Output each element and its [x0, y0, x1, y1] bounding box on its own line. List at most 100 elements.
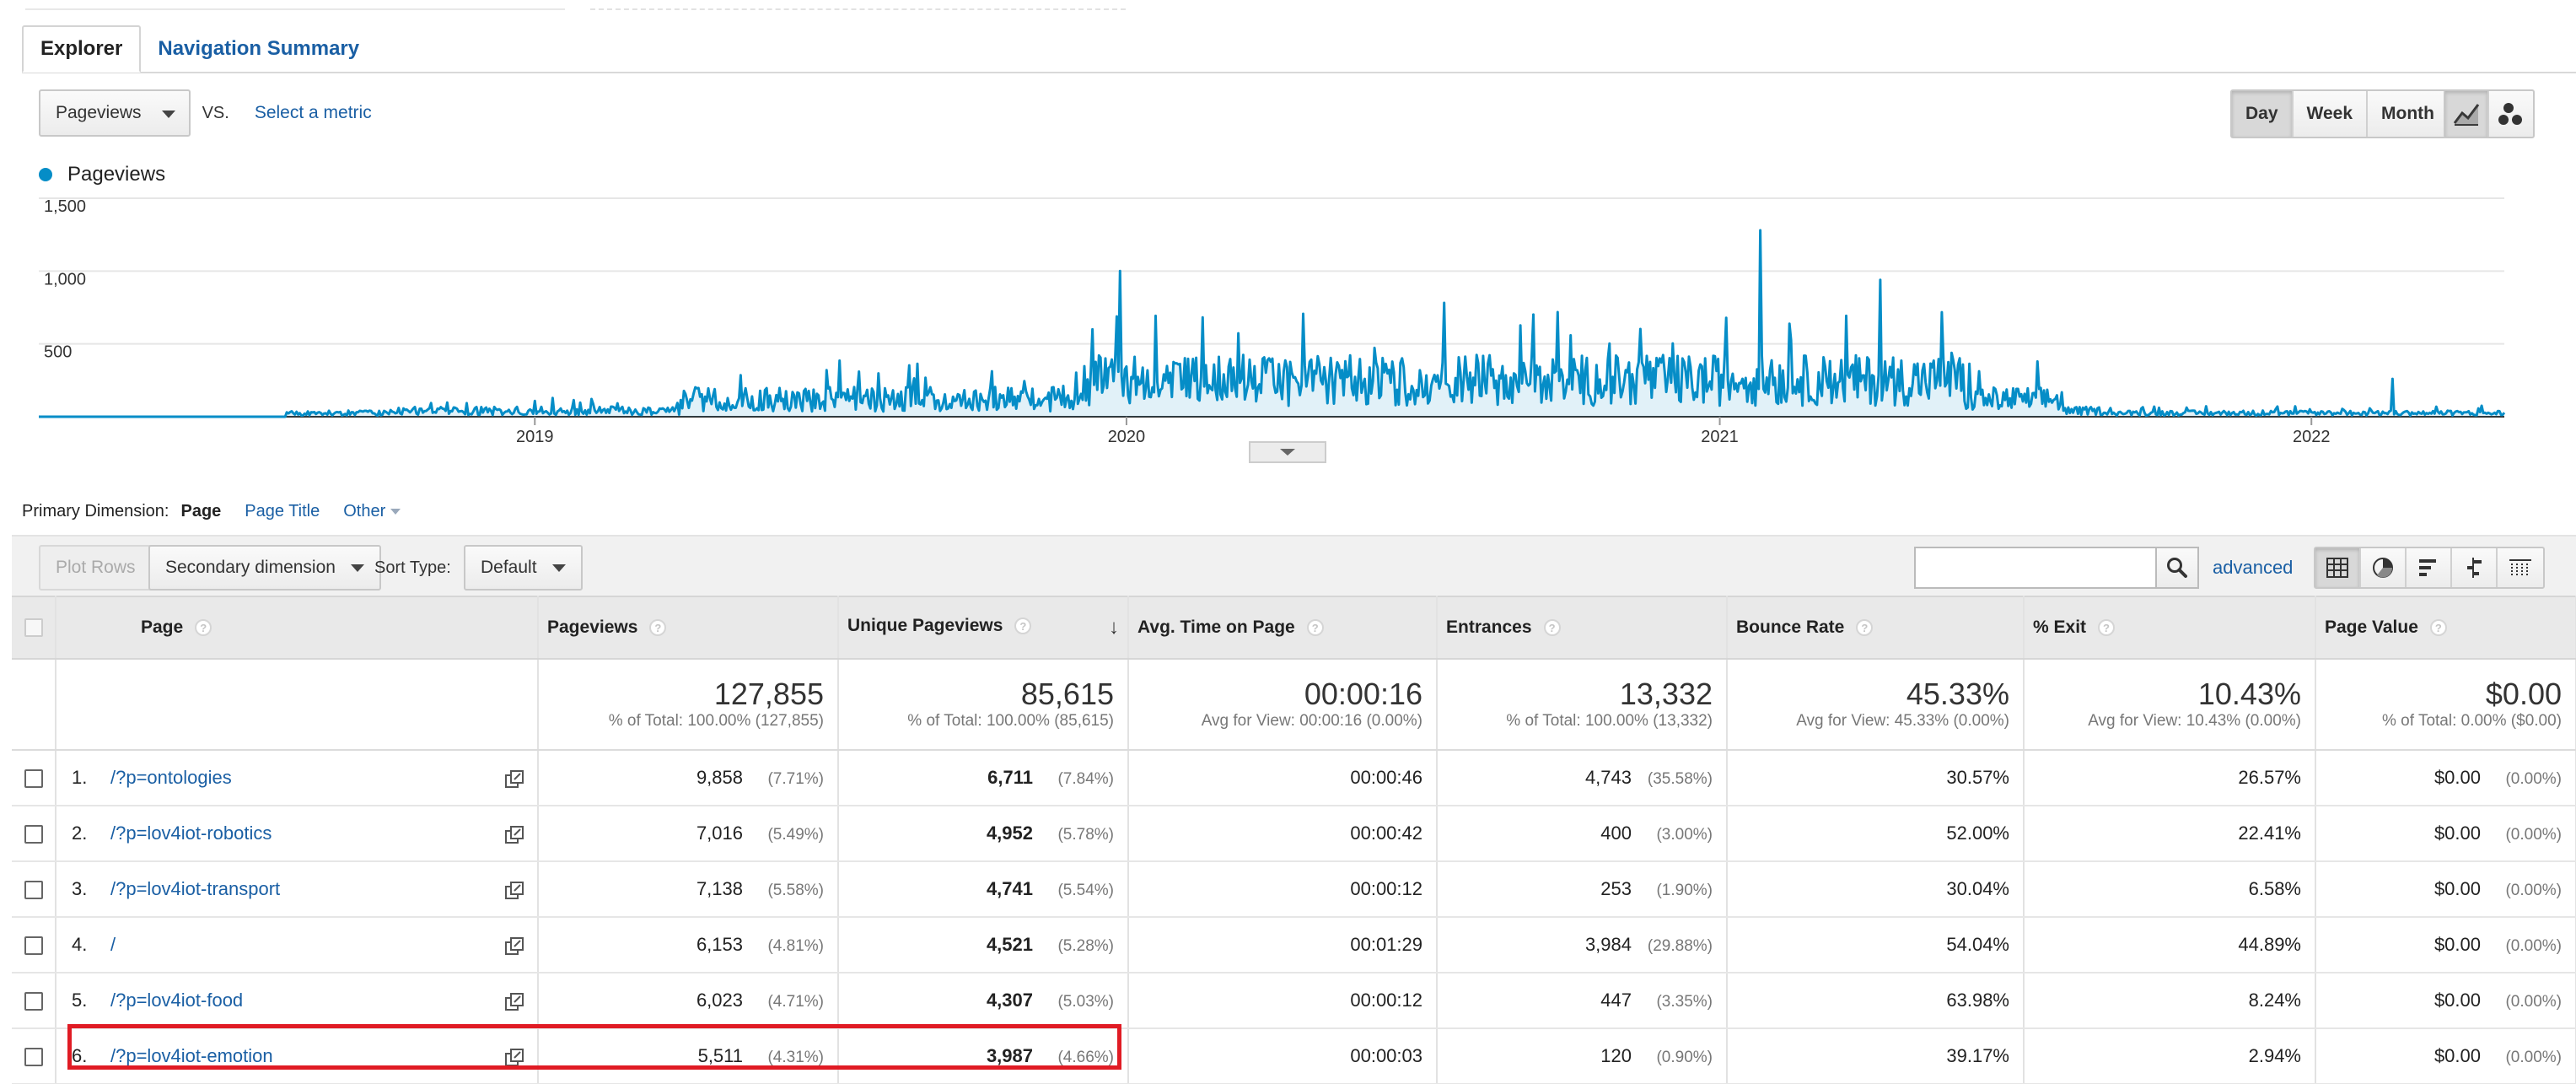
- unique-cell: 4,952 (5.78%): [838, 806, 1129, 862]
- value-cell: $0.00 (0.00%): [2315, 750, 2576, 806]
- open-external-icon[interactable]: [505, 882, 524, 900]
- row-checkbox[interactable]: [24, 825, 43, 844]
- primary-dimension-page[interactable]: Page: [180, 501, 222, 520]
- unique-cell: 3,987 (4.66%): [838, 1028, 1129, 1084]
- total-entrances: 13,332% of Total: 100.00% (13,332): [1437, 659, 1728, 751]
- y-tick-label: 500: [44, 343, 72, 362]
- top-divider: [0, 0, 2576, 13]
- open-external-icon[interactable]: [505, 770, 524, 789]
- entrances-value: 400: [1600, 822, 1632, 844]
- col-header-avg-time-label: Avg. Time on Page: [1137, 618, 1295, 637]
- row-number: 5.: [72, 990, 88, 1011]
- secondary-dimension-dropdown[interactable]: Secondary dimension: [148, 545, 381, 591]
- unique-pct: (5.28%): [1057, 937, 1114, 955]
- row-number: 2.: [72, 822, 88, 844]
- total-exit: 10.43% Avg for View: 10.43% (0.00%): [2024, 659, 2316, 751]
- series-line-pageviews: [39, 229, 2506, 418]
- comparison-view-button[interactable]: [2452, 548, 2498, 587]
- row-select-cell: [12, 806, 56, 862]
- help-icon[interactable]: ?: [2098, 619, 2116, 637]
- help-icon[interactable]: ?: [1856, 619, 1874, 637]
- entrances-value: 447: [1600, 990, 1632, 1011]
- col-header-avg-time-on-page[interactable]: Avg. Time on Page?: [1128, 596, 1438, 660]
- x-tick-label: 2019: [516, 428, 554, 446]
- value-value: $0.00: [2433, 1045, 2481, 1066]
- row-checkbox[interactable]: [24, 769, 43, 789]
- page-link[interactable]: /?p=lov4iot-robotics: [110, 822, 272, 844]
- col-header-bounce-rate[interactable]: Bounce Rate?: [1727, 596, 2025, 660]
- select-metric-link[interactable]: Select a metric: [254, 103, 372, 122]
- col-header-bounce-rate-label: Bounce Rate: [1736, 618, 1845, 637]
- unique-pct: (5.03%): [1057, 993, 1114, 1011]
- value-cell: $0.00 (0.00%): [2315, 861, 2576, 918]
- bar-view-button[interactable]: [2407, 548, 2452, 587]
- row-number: 1.: [72, 767, 88, 788]
- table-row: 4. / 6,153 (4.81%) 4,521 (5.28%) 00:01:29 3…: [12, 917, 2576, 973]
- row-number: 6.: [72, 1045, 88, 1066]
- value-cell: $0.00 (0.00%): [2315, 806, 2576, 862]
- page-link[interactable]: /?p=lov4iot-transport: [110, 878, 281, 899]
- bounce-cell: 30.57%: [1727, 750, 2025, 806]
- search-button[interactable]: [2155, 547, 2199, 589]
- line-chart-button[interactable]: [2445, 91, 2489, 137]
- col-header-pageviews[interactable]: Pageviews?: [538, 596, 839, 660]
- page-cell: 1. /?p=ontologies: [56, 750, 539, 806]
- pivot-view-button[interactable]: [2498, 548, 2543, 587]
- col-header-unique-pageviews[interactable]: Unique Pageviews? ↓: [838, 596, 1129, 660]
- tab-navigation-summary[interactable]: Navigation Summary: [158, 37, 360, 60]
- primary-dimension-other[interactable]: Other: [343, 502, 401, 521]
- row-checkbox[interactable]: [24, 936, 43, 956]
- help-icon[interactable]: ?: [195, 619, 212, 637]
- row-checkbox[interactable]: [24, 1048, 43, 1067]
- x-tick-label: 2022: [2293, 428, 2331, 446]
- tabs-underline: [22, 72, 2576, 73]
- page-link[interactable]: /?p=ontologies: [110, 767, 232, 788]
- col-header-page[interactable]: Page?: [56, 596, 539, 660]
- open-external-icon[interactable]: [505, 993, 524, 1011]
- period-month-button[interactable]: Month: [2381, 104, 2434, 123]
- page-link[interactable]: /?p=lov4iot-food: [110, 990, 244, 1011]
- entrances-pct: (35.58%): [1647, 770, 1713, 788]
- col-header-entrances[interactable]: Entrances?: [1437, 596, 1728, 660]
- period-day-button[interactable]: Day: [2232, 91, 2294, 137]
- open-external-icon[interactable]: [505, 826, 524, 844]
- table-search-input[interactable]: [1914, 547, 2155, 589]
- col-header-page-label: Page: [141, 618, 184, 637]
- open-external-icon[interactable]: [505, 1049, 524, 1067]
- sort-type-dropdown[interactable]: Default: [464, 545, 583, 591]
- help-icon[interactable]: ?: [1014, 618, 1032, 635]
- value-pct: (0.00%): [2505, 882, 2562, 899]
- col-header-exit[interactable]: % Exit?: [2024, 596, 2316, 660]
- metric-dropdown[interactable]: Pageviews: [39, 89, 191, 137]
- value-value: $0.00: [2433, 990, 2481, 1011]
- unique-cell: 6,711 (7.84%): [838, 750, 1129, 806]
- page-cell: 5. /?p=lov4iot-food: [56, 973, 539, 1029]
- page-link[interactable]: /: [110, 934, 116, 955]
- value-pct: (0.00%): [2505, 826, 2562, 844]
- page-link[interactable]: /?p=lov4iot-emotion: [110, 1045, 273, 1066]
- table-view-button[interactable]: [2315, 548, 2361, 587]
- total-note: % of Total: 0.00% ($0.00): [2382, 712, 2562, 730]
- select-all-checkbox[interactable]: [24, 618, 43, 638]
- pie-view-button[interactable]: [2361, 548, 2407, 587]
- row-checkbox[interactable]: [24, 881, 43, 900]
- tab-explorer[interactable]: Explorer: [22, 25, 142, 73]
- motion-chart-button[interactable]: [2489, 91, 2533, 137]
- secondary-dimension-label: Secondary dimension: [165, 558, 336, 577]
- avg-time-cell: 00:00:12: [1128, 861, 1438, 918]
- open-external-icon[interactable]: [505, 937, 524, 956]
- help-icon[interactable]: ?: [1306, 619, 1324, 637]
- period-week-button[interactable]: Week: [2294, 91, 2369, 137]
- primary-dimension-page-title[interactable]: Page Title: [245, 501, 320, 520]
- help-icon[interactable]: ?: [1543, 619, 1561, 637]
- col-header-page-value[interactable]: Page Value?: [2315, 596, 2576, 660]
- avg-time-cell: 00:00:12: [1128, 973, 1438, 1029]
- advanced-filter-link[interactable]: advanced: [2213, 557, 2294, 578]
- entrances-value: 3,984: [1584, 934, 1632, 955]
- line-chart-icon: [2453, 104, 2480, 126]
- plot-rows-button[interactable]: Plot Rows: [39, 545, 153, 591]
- help-icon[interactable]: ?: [2429, 619, 2447, 637]
- row-checkbox[interactable]: [24, 992, 43, 1011]
- total-note: Avg for View: 00:00:16 (0.00%): [1201, 712, 1422, 730]
- help-icon[interactable]: ?: [649, 619, 667, 637]
